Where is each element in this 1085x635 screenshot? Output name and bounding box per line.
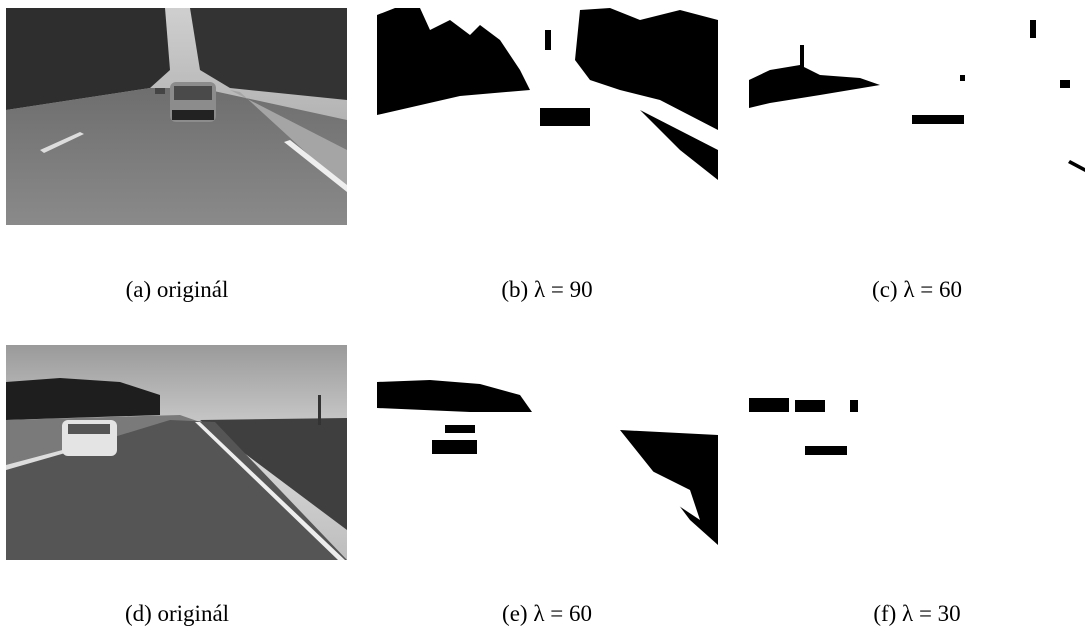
image-threshold-f [749,345,1085,560]
caption: (a) originál [126,277,229,302]
image-threshold-b [377,8,718,185]
image-threshold-e [377,345,718,560]
image-original-2 [6,345,347,560]
caption: (b) λ = 90 [501,277,592,302]
caption: (c) λ = 60 [872,277,962,302]
image-threshold-c [749,8,1085,185]
figure: (a) originál (b) λ = 90 (c) λ = 60 (d) o… [0,0,1085,635]
caption: (e) λ = 60 [502,601,592,626]
caption: (d) originál [125,601,229,626]
image-original-1 [6,8,347,225]
caption: (f) λ = 30 [873,601,960,626]
